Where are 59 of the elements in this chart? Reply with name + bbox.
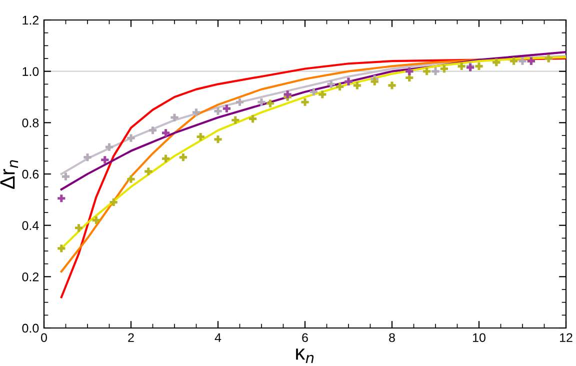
- point: [440, 64, 448, 73]
- point: [179, 154, 188, 162]
- y-tick-label: 0.4: [22, 221, 39, 230]
- point: [353, 82, 362, 90]
- point: [127, 175, 135, 183]
- y-tick-label: 0.8: [22, 118, 39, 128]
- point: [284, 90, 292, 98]
- point: [162, 129, 170, 137]
- x-tick-label: 10: [473, 333, 486, 342]
- point: [310, 88, 318, 96]
- point: [74, 224, 83, 232]
- point: [222, 104, 231, 112]
- point: [62, 172, 70, 180]
- point: [192, 108, 200, 116]
- point: [84, 154, 92, 162]
- point: [232, 116, 240, 124]
- point: [148, 126, 157, 134]
- point: [110, 198, 118, 206]
- x-tick-label: 8: [389, 333, 395, 342]
- x-axis-title: κ$_{n}$: [296, 348, 314, 363]
- y-tick-label: 1.2: [22, 16, 39, 25]
- point: [336, 82, 344, 91]
- y-tick-label: 0.2: [22, 272, 39, 282]
- point: [101, 156, 109, 164]
- point: [162, 154, 170, 162]
- point: [58, 244, 66, 252]
- point: [388, 82, 396, 90]
- point: [266, 100, 274, 108]
- y-tick-label: 0.0: [22, 324, 39, 333]
- point: [422, 68, 431, 76]
- y-tick-label: 1.0: [22, 67, 39, 76]
- point: [510, 57, 518, 65]
- point: [518, 57, 526, 65]
- point: [127, 134, 135, 142]
- point: [196, 132, 204, 141]
- x-tick-label: 4: [214, 333, 222, 342]
- x-tick-label: 12: [560, 333, 572, 342]
- x-tick-label: 0: [41, 333, 47, 342]
- point: [318, 90, 326, 98]
- y-tick-label: 0.6: [22, 170, 39, 179]
- point: [475, 62, 483, 70]
- point: [258, 98, 266, 106]
- point: [58, 194, 66, 202]
- point: [236, 98, 244, 106]
- point: [370, 78, 378, 86]
- point: [458, 62, 466, 70]
- point: [327, 80, 335, 88]
- x-tick-label: 2: [128, 333, 134, 342]
- point: [92, 216, 100, 224]
- point: [105, 143, 114, 151]
- point: [214, 136, 222, 144]
- y-axis-title: Δr$_{n}$: [0, 160, 18, 189]
- point: [170, 114, 178, 122]
- point: [301, 98, 309, 106]
- point: [432, 68, 440, 76]
- point: [214, 107, 222, 115]
- point: [144, 168, 152, 176]
- x-tick-label: 6: [302, 333, 308, 342]
- point: [248, 115, 257, 123]
